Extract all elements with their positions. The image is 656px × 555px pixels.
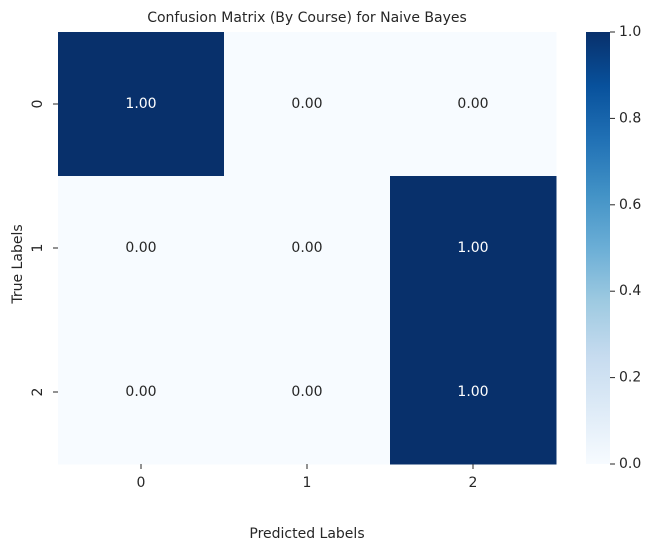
y-tick-label: 2 xyxy=(30,388,46,397)
x-axis-label: Predicted Labels xyxy=(249,526,364,542)
cell-value-label: 0.00 xyxy=(125,240,156,256)
y-axis-ticks: 0 1 2 xyxy=(30,100,58,397)
heatmap-cell xyxy=(224,176,391,321)
colorbar-tick-label: 0.2 xyxy=(619,370,641,386)
cell-value-label: 0.00 xyxy=(291,240,322,256)
heatmap-cell xyxy=(224,32,391,177)
colorbar xyxy=(586,32,610,464)
heatmap-cell xyxy=(58,32,225,177)
colorbar-tick-label: 0.0 xyxy=(619,456,641,472)
colorbar-tick-label: 1.0 xyxy=(619,24,641,40)
x-tick-label: 0 xyxy=(137,475,146,491)
y-tick-label: 1 xyxy=(30,244,46,253)
cell-value-label: 1.00 xyxy=(125,96,156,112)
heatmap-cell xyxy=(390,320,557,465)
y-axis-label: True Labels xyxy=(10,224,26,304)
heatmap-cell xyxy=(390,176,557,321)
heatmap-cells: 1.00 0.00 0.00 0.00 0.00 1.00 0.00 0.00 1.00 xyxy=(58,32,557,465)
cell-value-label: 1.00 xyxy=(457,384,488,400)
y-tick-label: 0 xyxy=(30,100,46,109)
cell-value-label: 0.00 xyxy=(291,96,322,112)
heatmap-cell xyxy=(224,320,391,465)
x-axis-ticks: 0 1 2 xyxy=(137,464,478,491)
cell-value-label: 1.00 xyxy=(457,240,488,256)
x-tick-label: 2 xyxy=(469,475,478,491)
cell-value-label: 0.00 xyxy=(125,384,156,400)
colorbar-ticks: 0.0 0.2 0.4 0.6 0.8 1.0 xyxy=(610,24,641,472)
colorbar-tick-label: 0.8 xyxy=(619,110,641,126)
cell-value-label: 0.00 xyxy=(457,96,488,112)
colorbar-tick-label: 0.4 xyxy=(619,283,641,299)
heatmap-cell xyxy=(390,32,557,177)
heatmap-cell xyxy=(58,176,225,321)
colorbar-tick-label: 0.6 xyxy=(619,197,641,213)
heatmap-cell xyxy=(58,320,225,465)
x-tick-label: 1 xyxy=(303,475,312,491)
cell-value-label: 0.00 xyxy=(291,384,322,400)
chart-title: Confusion Matrix (By Course) for Naive B… xyxy=(147,10,467,26)
